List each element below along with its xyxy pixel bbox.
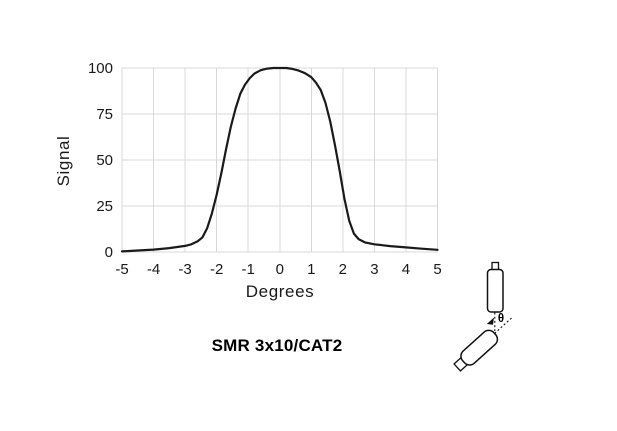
x-tick-label: 0 — [276, 261, 284, 278]
x-tick-label: -2 — [210, 261, 223, 278]
y-tick-label: 50 — [96, 152, 113, 169]
upright-cylinder-icon — [486, 261, 504, 313]
y-axis-title: Signal — [54, 135, 73, 187]
x-tick-label: 3 — [370, 261, 378, 278]
angle-arrowhead — [486, 317, 494, 325]
signal-curve — [120, 66, 439, 253]
y-tick-label: 0 — [105, 244, 113, 261]
x-tick-label: 1 — [307, 261, 315, 278]
angle-theta-label: θ — [498, 313, 504, 325]
y-tick-label: 75 — [96, 106, 113, 123]
y-tick-label: 25 — [96, 198, 113, 215]
x-tick-label: 4 — [402, 261, 410, 278]
x-tick-label: -1 — [242, 261, 255, 278]
chart-title: SMR 3x10/CAT2 — [211, 336, 343, 355]
x-axis-title: Degrees — [245, 282, 315, 301]
tilted-cylinder-icon — [453, 329, 499, 372]
x-tick-label: 2 — [339, 261, 347, 278]
x-tick-label: -5 — [115, 261, 128, 278]
x-tick-label: 5 — [433, 261, 441, 278]
y-tick-label: 100 — [88, 60, 113, 77]
tilt-angle-diagram: θ — [453, 261, 512, 372]
x-tick-label: -4 — [147, 261, 160, 278]
x-tick-label: -3 — [178, 261, 191, 278]
